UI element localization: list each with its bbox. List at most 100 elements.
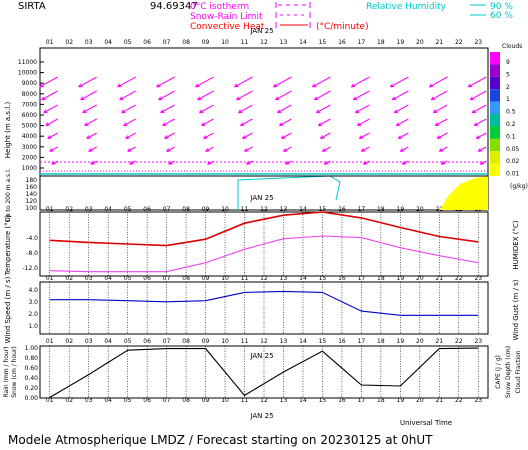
cloud-scale-label: 9: [506, 59, 510, 66]
hour-label: 06: [143, 206, 151, 213]
wind-arrow: [470, 90, 487, 101]
cape-axis-title: CAPE (J / g): [495, 355, 502, 389]
hour-label: 13: [280, 275, 288, 282]
wind-arrow-head: [358, 135, 364, 139]
wind-panel-frame: [39, 47, 489, 211]
hour-label: 19: [397, 275, 405, 282]
axis-tick-label: 0.80: [25, 355, 39, 362]
wind-arrow-head: [399, 148, 405, 152]
wind-arrow-head: [123, 122, 128, 127]
wind-arrow-head: [312, 83, 317, 88]
height-tick: 7000: [22, 101, 37, 108]
hour-label: 16: [338, 206, 346, 213]
hour-label: 14: [299, 39, 307, 46]
axis-tick-label: 0.60: [25, 365, 39, 372]
cloud-scale-swatch: [490, 89, 500, 102]
wind-arrow: [236, 90, 253, 101]
wind-arrow-head: [201, 122, 206, 127]
hour-label: 16: [338, 397, 346, 404]
wind-arrow: [353, 90, 370, 101]
wind-arrow-head: [283, 148, 288, 152]
rain-axis-title: Rain (mm / hour): [3, 346, 10, 397]
hour-label: 22: [455, 275, 463, 282]
wind-arrow: [314, 90, 331, 101]
wind-arrow-head: [47, 135, 52, 139]
wind-arrow: [433, 104, 448, 114]
temperature-axis: -4.0 -8.0 -12.0: [22, 235, 38, 272]
wind-arrow-head: [195, 83, 200, 88]
wind-arrow-head: [166, 148, 171, 152]
height-tick: 9000: [22, 80, 37, 87]
wind-arrow: [88, 146, 97, 152]
wind-arrow-head: [45, 122, 50, 127]
wind-arrow: [320, 132, 331, 139]
snow-area: [440, 176, 488, 210]
height-axis-title: Height (m a.s.l.): [4, 102, 12, 159]
hour-label: 08: [182, 206, 190, 213]
wind-arrow-head: [80, 96, 85, 101]
wind-arrow: [242, 132, 253, 139]
low-height-tick: 140: [26, 191, 38, 198]
hour-label: 15: [319, 338, 327, 345]
wind-arrow: [125, 132, 136, 139]
hour-label: 15: [319, 206, 327, 213]
wind-arrow: [86, 132, 97, 139]
wind-arrow-head: [275, 96, 280, 101]
hour-label: 14: [299, 397, 307, 404]
rh-keys: [470, 4, 486, 16]
wind-arrow-head: [320, 135, 325, 139]
hour-label: 07: [163, 275, 171, 282]
hour-label: 11: [241, 275, 249, 282]
hour-label: 07: [163, 338, 171, 345]
station-code: 94.69347: [150, 1, 198, 12]
height-tick: 11000: [18, 59, 37, 66]
hour-gridlines: [49, 212, 479, 398]
rh-label: Relative Humidity: [366, 2, 447, 12]
hour-label: 13: [280, 397, 288, 404]
hour-label: 19: [397, 39, 405, 46]
wind-arrow: [396, 118, 409, 127]
hour-label: 20: [416, 39, 424, 46]
precip-axis: 1.00 0.80 0.60 0.40 0.20 0.00: [25, 345, 39, 402]
height-tick: 8000: [22, 91, 37, 98]
hour-label: 13: [280, 39, 288, 46]
wind-arrow: [205, 146, 214, 152]
wind-arrow-head: [277, 109, 282, 114]
wind-arrow-head: [244, 148, 249, 152]
axis-tick-label: -8.0: [26, 250, 38, 257]
axis-tick-label: 3.0: [28, 299, 38, 306]
hour-label: 02: [65, 206, 73, 213]
hour-label: 05: [124, 206, 132, 213]
height-tick: 2000: [22, 154, 37, 161]
hour-label: 20: [416, 397, 424, 404]
wind-arrow: [435, 118, 448, 127]
legend-keys: [275, 2, 311, 28]
hour-label: 12: [260, 397, 268, 404]
wind-arrow: [160, 104, 175, 114]
wind-arrow-head: [197, 96, 202, 101]
cloud-scale-swatch: [490, 76, 500, 90]
hour-label: 07: [163, 206, 171, 213]
wind-arrow: [392, 90, 409, 101]
hour-label: 18: [377, 338, 385, 345]
hour-label: 09: [202, 275, 210, 282]
wind-arrow: [394, 104, 409, 114]
cloud-scale-label: 0.05: [506, 146, 520, 153]
wind-arrow: [117, 76, 136, 88]
wind-arrow: [398, 132, 409, 139]
wind-arrow-head: [475, 135, 481, 139]
wind-arrow-head: [397, 135, 403, 139]
wind-arrow-head: [240, 122, 245, 127]
wind-arrow-head: [164, 135, 169, 139]
zero-isotherm-label: 0°C isotherm: [190, 2, 249, 12]
wind-arrow-head: [242, 135, 247, 139]
wind-arrow-head: [438, 148, 444, 152]
convective-label: Convective Heat: [190, 22, 265, 32]
wind-arrow-head: [473, 122, 479, 127]
wind-arrow: [164, 132, 175, 139]
cloud-scale: 9 5 2 1 0.5 0.2 0.1 0.05 0.02 0.01: [490, 52, 520, 178]
hour-label: 14: [299, 338, 307, 345]
hour-label: 17: [358, 338, 366, 345]
cloud-scale-label: 5: [506, 71, 510, 78]
rh-line-60: [237, 175, 341, 210]
